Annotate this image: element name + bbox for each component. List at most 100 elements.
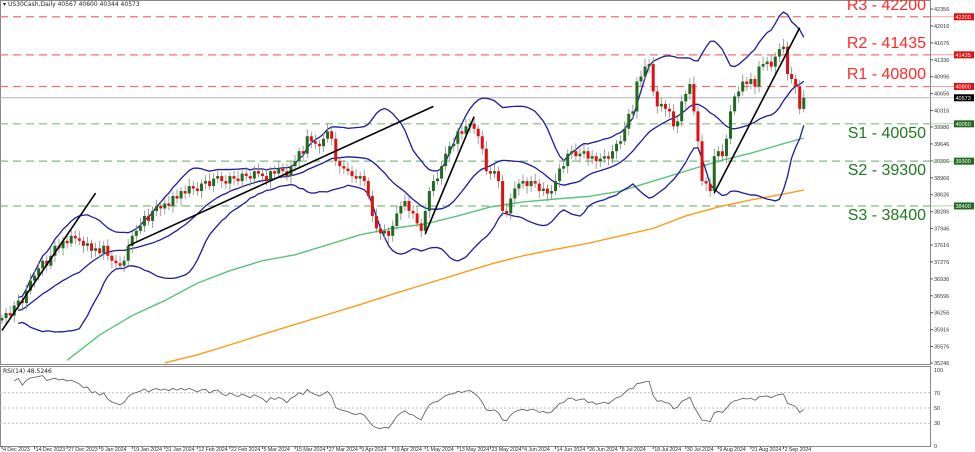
bear-candle [484, 148, 488, 172]
bull-candle [680, 101, 684, 122]
x-tick-label: 4 Jun 2024 [524, 447, 550, 452]
bull-candle [33, 275, 37, 281]
bull-candle [724, 138, 728, 157]
level-badge-text: 40800 [956, 84, 971, 90]
bull-candle [37, 268, 41, 276]
bear-candle [8, 313, 12, 316]
bear-candle [700, 141, 704, 182]
bear-candle [281, 168, 285, 172]
bull-candle [631, 111, 635, 114]
bull-candle [676, 121, 680, 127]
y-tick-label: 40656 [934, 92, 949, 98]
bear-candle [346, 168, 350, 172]
bull-candle [134, 230, 138, 236]
x-tick-label: 21 Aug 2024 [752, 447, 781, 452]
bull-candle [570, 151, 574, 154]
x-tick-label: 12 Feb 2024 [198, 447, 227, 452]
level-badge-text: 40050 [956, 122, 971, 128]
y-tick-label: 39306 [934, 159, 949, 165]
bear-candle [260, 173, 264, 177]
bear-candle [265, 176, 269, 182]
bull-candle [549, 191, 553, 194]
bear-candle [90, 243, 94, 251]
bull-candle [627, 113, 631, 129]
bull-candle [53, 245, 57, 256]
bull-candle [643, 66, 647, 77]
bear-candle [362, 176, 366, 182]
collapse-triangle-icon[interactable]: ▾ [3, 1, 7, 8]
bear-candle [525, 181, 529, 187]
bear-candle [407, 200, 411, 211]
y-tick-label: 37616 [934, 243, 949, 249]
x-tick-label: 26 Jun 2024 [589, 447, 618, 452]
bull-candle [383, 230, 387, 234]
x-tick-label: 8 Jul 2024 [622, 447, 646, 452]
bull-candle [427, 191, 431, 211]
bear-candle [798, 86, 802, 109]
rsi-line [14, 375, 805, 430]
bear-candle [330, 131, 334, 139]
x-tick-label: 19 Jan 2024 [133, 447, 162, 452]
bull-candle [558, 168, 562, 182]
bear-candle [387, 230, 391, 236]
bull-candle [142, 215, 146, 226]
bull-candle [541, 188, 545, 192]
bull-candle [49, 255, 53, 266]
bear-candle [574, 151, 578, 157]
bear-candle [65, 240, 69, 244]
bear-candle [460, 131, 464, 134]
bull-candle [269, 171, 273, 182]
bull-candle [635, 81, 639, 112]
bull-candle [326, 131, 330, 139]
candles-group [0, 38, 806, 325]
level-badge-r1 [954, 82, 974, 90]
bull-candle [94, 248, 98, 251]
symbol-label: US30Cash,Daily [7, 1, 56, 8]
bull-candle [684, 93, 688, 102]
bull-candle [562, 166, 566, 169]
bull-candle [448, 146, 452, 154]
level-badge-s3 [954, 202, 974, 210]
bull-candle [138, 225, 142, 231]
bear-candle [374, 215, 378, 229]
y-tick-label: 40316 [934, 109, 949, 115]
y-tick-label: 39986 [934, 125, 949, 131]
y-tick-label: 38626 [934, 193, 949, 199]
main-panel-frame [0, 0, 931, 365]
bear-candle [98, 248, 102, 254]
bull-candle [0, 317, 4, 321]
bull-candle [749, 79, 753, 84]
bull-candle [293, 161, 297, 167]
bear-candle [708, 183, 712, 192]
level-badge-r3 [954, 13, 974, 21]
bear-candle [672, 111, 676, 127]
bear-candle [488, 171, 492, 174]
bear-candle [220, 176, 224, 182]
bull-candle [41, 260, 45, 269]
bear-candle [301, 151, 305, 154]
bull-candle [69, 235, 73, 244]
bear-candle [794, 79, 798, 87]
bear-candle [411, 210, 415, 214]
bull-candle [590, 156, 594, 159]
x-tick-label: 5 Mar 2024 [263, 447, 289, 452]
ohlc-values: 40567 40600 40344 40573 [57, 1, 140, 8]
bull-candle [802, 97, 806, 109]
bear-candle [419, 223, 423, 231]
bear-candle [147, 215, 151, 221]
bear-candle [309, 136, 313, 142]
x-tick-label: 22 Feb 2024 [231, 447, 260, 452]
bear-candle [191, 186, 195, 189]
bull-candle [492, 171, 496, 174]
bear-candle [497, 171, 501, 182]
bull-candle [391, 225, 395, 236]
bull-candle [399, 205, 403, 214]
bear-candle [110, 255, 114, 261]
bear-candle [720, 151, 724, 157]
bear-candle [45, 260, 49, 266]
trendline [1, 192, 97, 331]
level-badge-text: 39300 [956, 159, 971, 165]
bull-candle [639, 76, 643, 82]
bull-candle [322, 138, 326, 147]
